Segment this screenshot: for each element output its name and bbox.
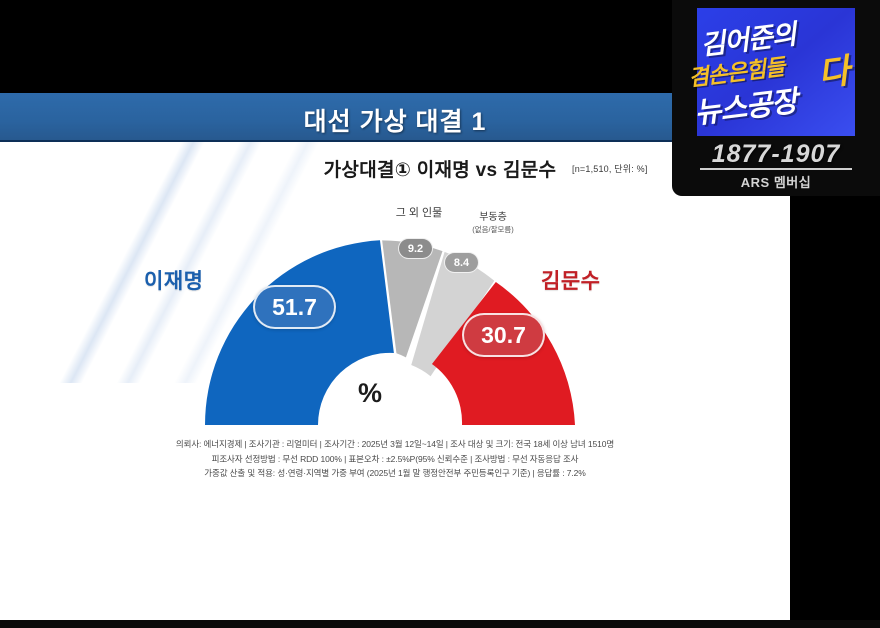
- half-donut-chart: [140, 230, 640, 430]
- slice-lee: [205, 240, 394, 425]
- slice-label-undecided-main: 부동층: [479, 212, 507, 223]
- broadcast-logo-block: [672, 0, 880, 196]
- footnote-line-1: 의뢰사: 에너지경제 | 조사기관 : 리얼미터 | 조사기간 : 2025년 …: [175, 439, 615, 449]
- letterbox-bottom: [0, 620, 880, 628]
- value-badge-other: 9.2: [398, 238, 433, 259]
- candidate-name-kim: 김문수: [541, 270, 601, 293]
- logo-blue-panel: [697, 8, 855, 136]
- value-badge-undecided: 8.4: [444, 252, 479, 273]
- slice-label-undecided: 부동층 (없음/잘모름): [450, 212, 536, 234]
- value-badge-kim: 30.7: [462, 313, 545, 357]
- slice-label-other: 그 외 인물: [395, 207, 443, 219]
- logo-ars-membership: ARS 멤버십: [740, 175, 812, 190]
- footnote-line-3: 가중값 산출 및 적용: 성·연령·지역별 가중 부여 (2025년 1월 말 …: [204, 468, 586, 479]
- donut-svg: [205, 240, 575, 425]
- slide-header-bar: 대선 가상 대결 1: [0, 93, 790, 142]
- candidate-name-lee: 이재명: [144, 270, 204, 293]
- logo-phone-underline: [700, 168, 852, 170]
- slice-label-undecided-sub: (없음/잘모름): [472, 224, 514, 234]
- logo-line-2-accent: 다: [816, 52, 852, 94]
- sample-size-note: [n=1,510, 단위: %]: [572, 164, 648, 174]
- page-title: 대선 가상 대결 1: [303, 108, 487, 136]
- methodology-footnote: 의뢰사: 에너지경제 | 조사기관 : 리얼미터 | 조사기간 : 2025년 …: [0, 437, 790, 481]
- value-badge-lee: 51.7: [253, 285, 336, 329]
- percent-unit-label: %: [358, 378, 383, 408]
- footnote-line-2: 피조사자 선정방법 : 무선 RDD 100% | 표본오차 : ±2.5%P(…: [211, 453, 579, 464]
- logo-phone-number: 1877-1907: [711, 140, 841, 168]
- slice-undecided: [411, 251, 495, 377]
- chart-subtitle: 가상대결① 이재명 vs 김문수: [323, 160, 557, 181]
- slice-other: [382, 240, 443, 358]
